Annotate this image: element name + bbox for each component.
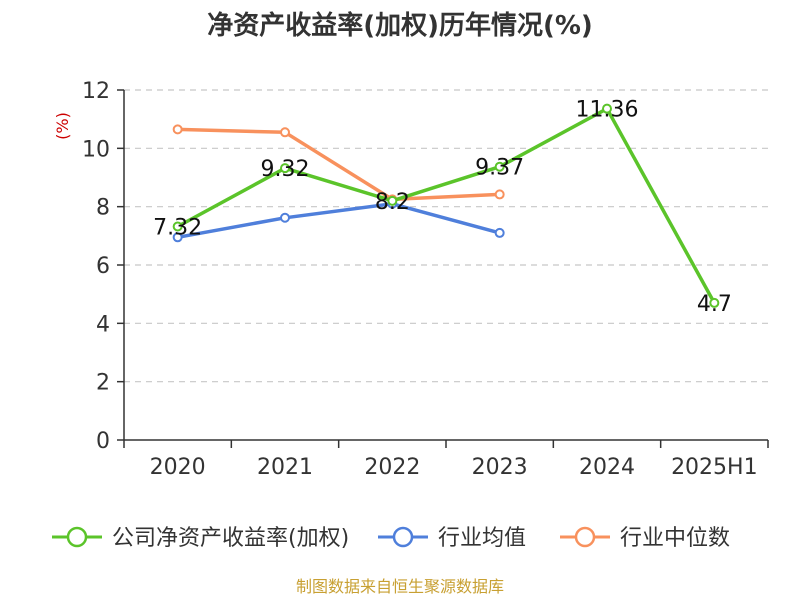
x-tick-label-2024: 2024 bbox=[579, 455, 635, 480]
data-label-3: 9.37 bbox=[475, 156, 524, 181]
series-point-1-3 bbox=[494, 227, 505, 238]
y-tick-label-4: 4 bbox=[96, 312, 110, 337]
series-point-2-3 bbox=[494, 189, 505, 200]
legend-label-2: 行业中位数 bbox=[620, 526, 730, 551]
legend-label-0: 公司净资产收益率(加权) bbox=[112, 526, 349, 551]
legend-item-0: 公司净资产收益率(加权) bbox=[52, 526, 349, 551]
data-label-2: 8.2 bbox=[375, 190, 410, 215]
axes: 0 2 4 6 8 10 12 2020 2021 2022 2023 2024 2025H1 bbox=[82, 79, 769, 480]
data-label-0: 7.32 bbox=[153, 216, 202, 241]
legend-swatch-marker-2 bbox=[574, 526, 596, 548]
series-2 bbox=[172, 124, 505, 205]
legend-swatch-marker-1 bbox=[392, 526, 414, 548]
legend: 公司净资产收益率(加权) 行业均值 行业中位数 bbox=[52, 526, 730, 551]
x-tick-label-2022: 2022 bbox=[364, 455, 420, 480]
y-tick-label-2: 2 bbox=[96, 371, 110, 396]
x-tick-label-2023: 2023 bbox=[472, 455, 528, 480]
series-line-0 bbox=[175, 106, 717, 305]
series-0 bbox=[172, 103, 720, 308]
x-tick-label-2020: 2020 bbox=[150, 455, 206, 480]
series-point-0-0 bbox=[172, 221, 183, 232]
x-tick-label-2025H1: 2025H1 bbox=[671, 455, 758, 480]
y-tick-label-0: 0 bbox=[96, 429, 110, 454]
data-labels: 7.32 9.32 8.2 9.37 11.36 4.7 bbox=[153, 98, 732, 317]
series-point-0-4 bbox=[602, 103, 612, 114]
series-layer bbox=[172, 103, 720, 308]
legend-swatch-marker-0 bbox=[66, 526, 88, 548]
grid-lines bbox=[124, 89, 768, 383]
legend-label-1: 行业均值 bbox=[438, 526, 526, 551]
source-note: 制图数据来自恒生聚源数据库 bbox=[296, 577, 504, 596]
series-point-1-1 bbox=[280, 212, 290, 223]
series-point-1-0 bbox=[172, 232, 183, 243]
series-point-0-1 bbox=[280, 163, 290, 174]
x-tick-label-2021: 2021 bbox=[257, 455, 313, 480]
data-label-5: 4.7 bbox=[697, 292, 732, 317]
series-line-2 bbox=[175, 127, 502, 202]
series-1 bbox=[172, 198, 505, 243]
y-tick-label-12: 12 bbox=[82, 79, 110, 104]
y-tick-label-8: 8 bbox=[96, 196, 110, 221]
series-point-2-0 bbox=[172, 124, 183, 135]
series-point-0-2 bbox=[387, 195, 398, 206]
data-label-4: 11.36 bbox=[576, 98, 639, 123]
chart-title: 净资产收益率(加权)历年情况(%) bbox=[207, 10, 593, 41]
legend-item-2: 行业中位数 bbox=[560, 526, 730, 551]
series-line-1 bbox=[175, 202, 502, 240]
series-point-2-1 bbox=[280, 127, 290, 138]
legend-item-1: 行业均值 bbox=[378, 526, 526, 551]
series-point-0-5 bbox=[709, 297, 720, 308]
y-tick-label-6: 6 bbox=[96, 254, 110, 279]
series-point-0-3 bbox=[494, 161, 505, 172]
y-tick-label-10: 10 bbox=[82, 137, 110, 162]
data-label-1: 9.32 bbox=[261, 157, 310, 182]
y-axis-unit-label: (%) bbox=[53, 112, 72, 140]
